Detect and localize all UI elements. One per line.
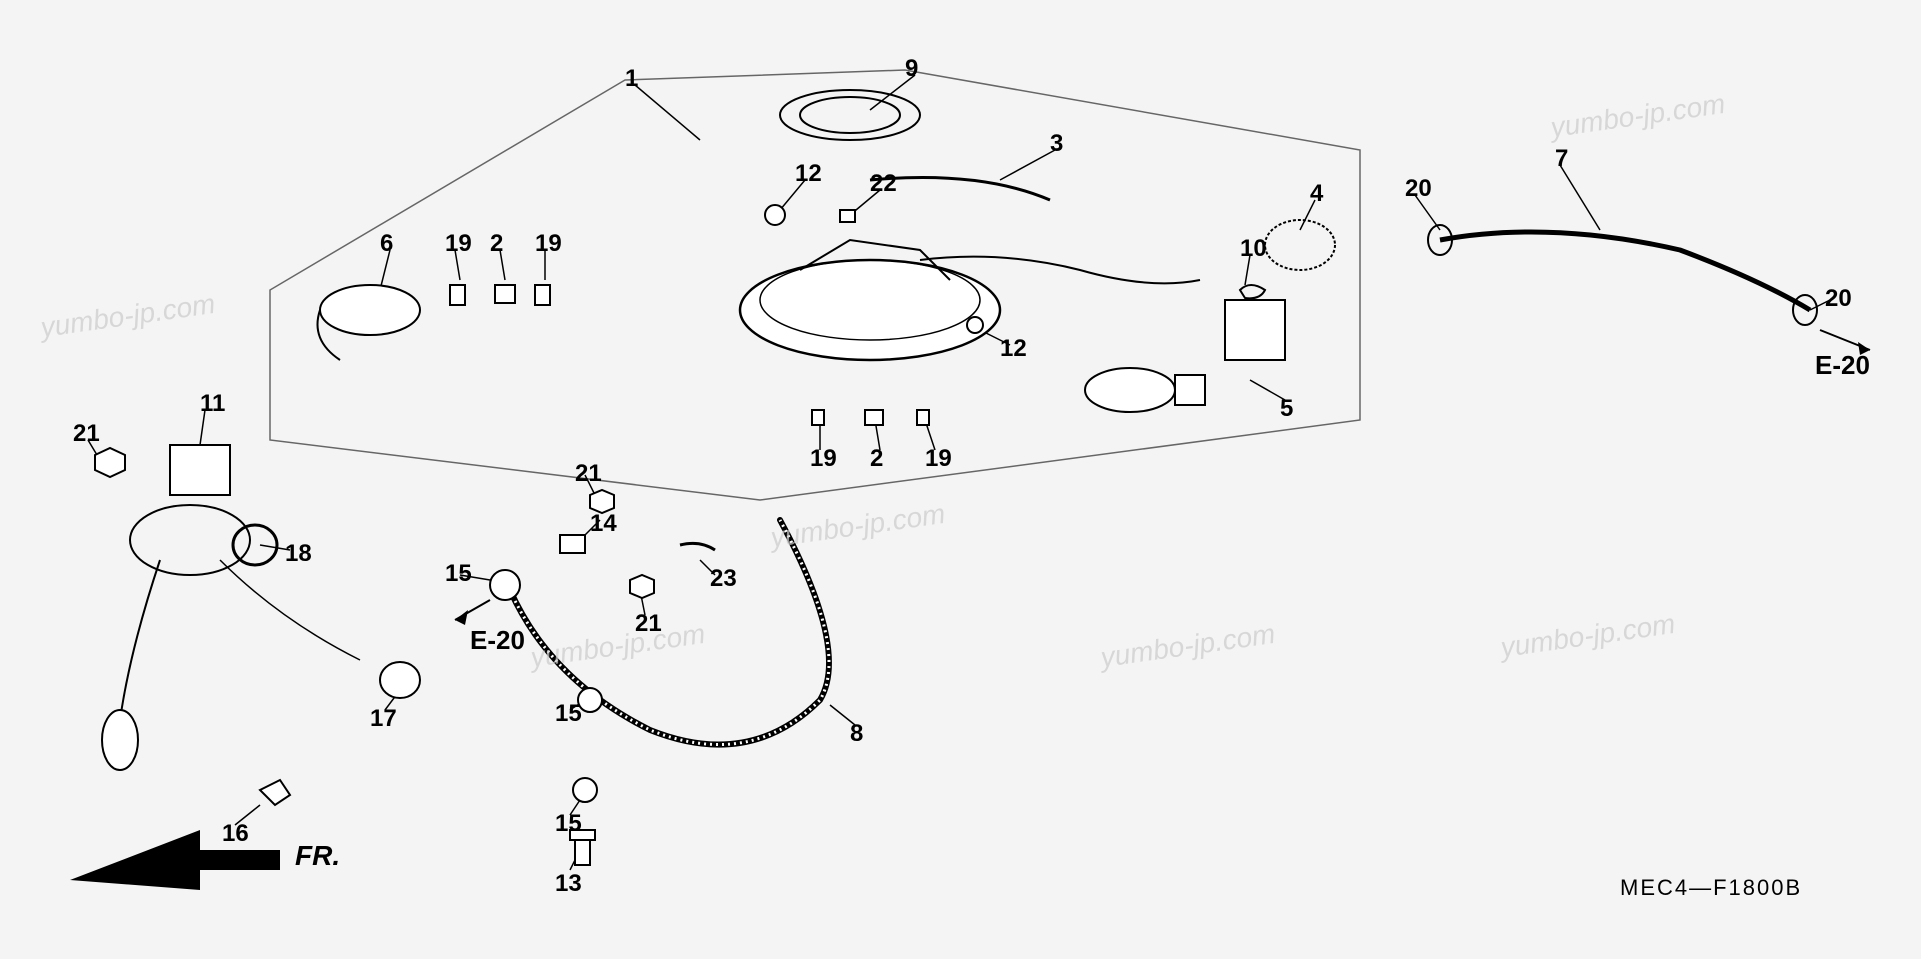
part-number-15b[interactable]: 15 — [555, 700, 582, 728]
part-number-2a[interactable]: 2 — [490, 230, 503, 258]
part-number-23[interactable]: 23 — [710, 565, 737, 593]
part-number-2b[interactable]: 2 — [870, 445, 883, 473]
drawing-code-label: MEC4—F1800B — [1620, 875, 1802, 901]
part-number-20a[interactable]: 20 — [1405, 175, 1432, 203]
part-number-19b[interactable]: 19 — [535, 230, 562, 258]
part-number-10[interactable]: 10 — [1240, 235, 1267, 263]
part-number-5[interactable]: 5 — [1280, 395, 1293, 423]
reference-e20-right: E-20 — [1815, 350, 1870, 381]
part-number-15c[interactable]: 15 — [555, 810, 582, 838]
part-number-12b[interactable]: 12 — [1000, 335, 1027, 363]
part-number-21a[interactable]: 21 — [73, 420, 100, 448]
part-number-19a[interactable]: 19 — [445, 230, 472, 258]
part-number-21b[interactable]: 21 — [575, 460, 602, 488]
part-number-16[interactable]: 16 — [222, 820, 249, 848]
front-direction-label: FR. — [295, 840, 340, 872]
part-number-14[interactable]: 14 — [590, 510, 617, 538]
part-number-1[interactable]: 1 — [625, 65, 638, 93]
part-number-9[interactable]: 9 — [905, 55, 918, 83]
part-number-22[interactable]: 22 — [870, 170, 897, 198]
part-number-21c[interactable]: 21 — [635, 610, 662, 638]
part-number-3[interactable]: 3 — [1050, 130, 1063, 158]
part-number-11[interactable]: 11 — [200, 390, 225, 418]
part-number-8[interactable]: 8 — [850, 720, 863, 748]
reference-e20-left: E-20 — [470, 625, 525, 656]
part-number-19d[interactable]: 19 — [925, 445, 952, 473]
part-number-20b[interactable]: 20 — [1825, 285, 1852, 313]
parts-diagram-container: 1 9 3 12 22 7 20 4 20 6 19 2 19 10 12 5 … — [0, 0, 1921, 959]
part-number-17[interactable]: 17 — [370, 705, 397, 733]
part-number-15a[interactable]: 15 — [445, 560, 472, 588]
part-number-19c[interactable]: 19 — [810, 445, 837, 473]
part-number-18[interactable]: 18 — [285, 540, 312, 568]
part-number-13[interactable]: 13 — [555, 870, 582, 898]
part-number-4[interactable]: 4 — [1310, 180, 1323, 208]
part-number-6[interactable]: 6 — [380, 230, 393, 258]
part-number-12a[interactable]: 12 — [795, 160, 822, 188]
part-number-7[interactable]: 7 — [1555, 145, 1568, 173]
diagram-illustration — [0, 0, 1921, 959]
